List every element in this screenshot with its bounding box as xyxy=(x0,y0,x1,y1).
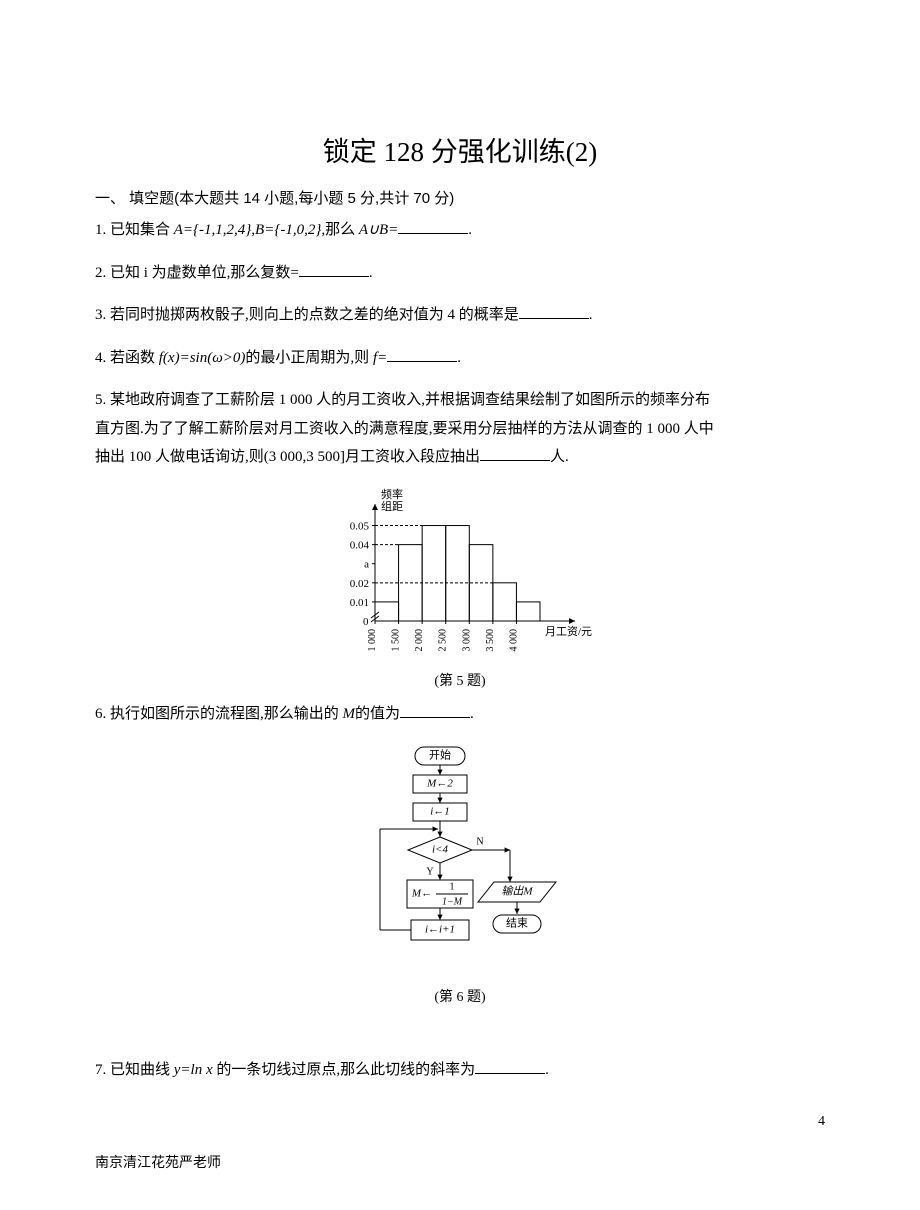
question-1: 1. 已知集合 A={-1,1,2,4},B={-1,0,2},那么 A∪B=. xyxy=(95,216,825,245)
blank xyxy=(475,1058,545,1074)
text: . xyxy=(589,307,593,323)
qnum: 1. xyxy=(95,222,106,238)
text: 直方图.为了了解工薪阶层对月工资收入的满意程度,要采用分层抽样的方法从调查的 1… xyxy=(95,421,714,437)
svg-text:0.04: 0.04 xyxy=(350,539,370,551)
math: M xyxy=(343,706,356,722)
figure-5: 频率组距 0 0.05 0.04 a 0.02 0.01 1 000 1 500 2 000 2 5… xyxy=(95,486,825,690)
qnum: 7. xyxy=(95,1062,106,1078)
text: . xyxy=(545,1062,549,1078)
text: . xyxy=(468,222,472,238)
math: f(x)=sin(ω>0) xyxy=(159,350,246,366)
text: 已知集合 xyxy=(110,222,174,238)
text: . xyxy=(369,265,373,281)
qnum: 6. xyxy=(95,706,106,722)
svg-text:3 500: 3 500 xyxy=(485,629,496,652)
text: 若同时抛掷两枚骰子,则向上的点数之差的绝对值为 4 的概率是 xyxy=(110,307,519,323)
blank xyxy=(387,346,457,362)
text: 的一条切线过原点,那么此切线的斜率为 xyxy=(216,1062,475,1078)
figure-6: 开始 M←2 i←1 i<4 Y M← 1 1−M i←i+1 N 输出M 结束 (第 6 题) xyxy=(95,742,825,1006)
histogram-chart: 频率组距 0 0.05 0.04 a 0.02 0.01 1 000 1 500 2 000 2 5… xyxy=(310,486,610,666)
qnum: 5. xyxy=(95,392,106,408)
svg-text:频率: 频率 xyxy=(381,487,403,501)
text: 某地政府调查了工薪阶层 1 000 人的月工资收入,并根据调查结果绘制了如图所示… xyxy=(110,392,710,408)
section-header: 一、 填空题(本大题共 14 小题,每小题 5 分,共计 70 分) xyxy=(95,187,825,208)
blank xyxy=(400,702,470,718)
svg-text:0.02: 0.02 xyxy=(350,577,369,589)
qnum: 3. xyxy=(95,307,106,323)
flowchart: 开始 M←2 i←1 i<4 Y M← 1 1−M i←i+1 N 输出M 结束 xyxy=(345,742,575,982)
text: . xyxy=(470,706,474,722)
svg-text:a: a xyxy=(364,558,369,570)
figure-caption: (第 6 题) xyxy=(95,986,825,1006)
page-number: 4 xyxy=(818,1114,825,1130)
svg-text:i←1: i←1 xyxy=(430,806,450,818)
svg-text:2 000: 2 000 xyxy=(414,629,425,652)
svg-text:M←: M← xyxy=(411,888,432,900)
text: 那么 xyxy=(325,222,359,238)
svg-text:1 000: 1 000 xyxy=(367,629,378,652)
svg-text:结束: 结束 xyxy=(506,917,528,930)
text: 抽出 100 人做电话询访,则(3 000,3 500]月工资收入段应抽出 xyxy=(95,449,480,465)
blank xyxy=(519,303,589,319)
question-3: 3. 若同时抛掷两枚骰子,则向上的点数之差的绝对值为 4 的概率是. xyxy=(95,301,825,330)
question-4: 4. 若函数 f(x)=sin(ω>0)的最小正周期为,则 f=. xyxy=(95,344,825,373)
svg-text:1−M: 1−M xyxy=(442,896,463,907)
svg-text:Y: Y xyxy=(426,866,433,877)
question-7: 7. 已知曲线 y=ln x 的一条切线过原点,那么此切线的斜率为. xyxy=(95,1056,825,1085)
footer-text: 南京清江花苑严老师 xyxy=(95,1152,221,1172)
qnum: 2. xyxy=(95,265,106,281)
text: 已知 i 为虚数单位,那么复数= xyxy=(110,265,299,281)
svg-text:N: N xyxy=(476,836,483,847)
math: A∪B= xyxy=(359,222,398,238)
svg-text:组距: 组距 xyxy=(381,499,403,513)
svg-text:开始: 开始 xyxy=(429,748,451,762)
math: y=ln x xyxy=(174,1062,217,1078)
svg-text:输出M: 输出M xyxy=(501,885,533,898)
page-title: 锁定 128 分强化训练(2) xyxy=(95,130,825,169)
text: . xyxy=(457,350,461,366)
text: 的值为 xyxy=(355,706,400,722)
text: 的最小正周期为,则 xyxy=(245,350,373,366)
blank xyxy=(299,261,369,277)
svg-text:i←i+1: i←i+1 xyxy=(425,924,455,936)
blank xyxy=(480,445,550,461)
svg-text:3 000: 3 000 xyxy=(461,629,472,652)
question-6: 6. 执行如图所示的流程图,那么输出的 M的值为. xyxy=(95,700,825,729)
svg-text:4 000: 4 000 xyxy=(508,629,519,652)
math: f= xyxy=(373,350,387,366)
svg-text:2 500: 2 500 xyxy=(438,629,449,652)
svg-text:i<4: i<4 xyxy=(432,844,448,856)
blank xyxy=(398,218,468,234)
svg-text:0: 0 xyxy=(363,616,369,628)
qnum: 4. xyxy=(95,350,106,366)
svg-text:1 500: 1 500 xyxy=(391,629,402,652)
text: 若函数 xyxy=(110,350,159,366)
text: 人. xyxy=(550,449,569,465)
math: A={-1,1,2,4},B={-1,0,2}, xyxy=(174,222,325,238)
question-2: 2. 已知 i 为虚数单位,那么复数=. xyxy=(95,259,825,288)
svg-text:1: 1 xyxy=(450,881,455,892)
svg-text:月工资/元: 月工资/元 xyxy=(545,625,592,638)
question-5: 5. 某地政府调查了工薪阶层 1 000 人的月工资收入,并根据调查结果绘制了如… xyxy=(95,386,825,472)
svg-text:0.01: 0.01 xyxy=(350,596,369,608)
text: 已知曲线 xyxy=(110,1062,174,1078)
figure-caption: (第 5 题) xyxy=(95,670,825,690)
svg-text:0.05: 0.05 xyxy=(350,520,370,532)
svg-text:M←2: M←2 xyxy=(426,778,453,790)
text: 执行如图所示的流程图,那么输出的 xyxy=(110,706,343,722)
